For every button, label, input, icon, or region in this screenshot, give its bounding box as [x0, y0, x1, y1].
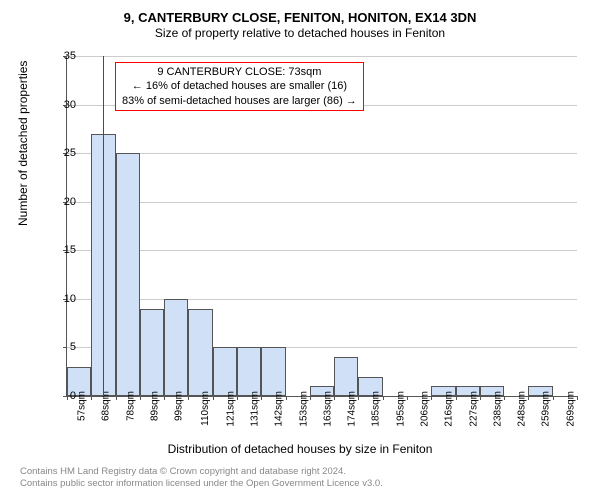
ytick-label: 20: [46, 196, 76, 208]
x-axis-label: Distribution of detached houses by size …: [8, 442, 592, 456]
reference-line: [103, 56, 104, 396]
xtick-label: 121sqm: [225, 391, 236, 427]
footer-line1: Contains HM Land Registry data © Crown c…: [20, 466, 383, 477]
chart-title-sub: Size of property relative to detached ho…: [8, 26, 592, 40]
xtick-mark: [383, 396, 384, 400]
xtick-mark: [334, 396, 335, 400]
y-axis-label: Number of detached properties: [16, 61, 30, 226]
xtick-mark: [577, 396, 578, 400]
histogram-bar: [116, 153, 140, 396]
xtick-label: 99sqm: [174, 391, 185, 421]
gridline: [67, 202, 577, 203]
annotation-line2: ← 16% of detached houses are smaller (16…: [122, 79, 357, 93]
xtick-label: 89sqm: [149, 391, 160, 421]
xtick-mark: [431, 396, 432, 400]
xtick-mark: [140, 396, 141, 400]
xtick-label: 259sqm: [541, 391, 552, 427]
gridline: [67, 299, 577, 300]
annotation-line3: 83% of semi-detached houses are larger (…: [122, 94, 357, 108]
annotation-box: 9 CANTERBURY CLOSE: 73sqm← 16% of detach…: [115, 62, 364, 111]
xtick-mark: [528, 396, 529, 400]
histogram-bar: [237, 347, 261, 396]
xtick-mark: [164, 396, 165, 400]
xtick-mark: [213, 396, 214, 400]
xtick-label: 206sqm: [419, 391, 430, 427]
xtick-mark: [261, 396, 262, 400]
property-size-chart: 9, CANTERBURY CLOSE, FENITON, HONITON, E…: [8, 8, 592, 492]
xtick-mark: [456, 396, 457, 400]
xtick-mark: [286, 396, 287, 400]
xtick-label: 238sqm: [492, 391, 503, 427]
histogram-bar: [164, 299, 188, 396]
xtick-label: 78sqm: [125, 391, 136, 421]
xtick-label: 174sqm: [346, 391, 357, 427]
xtick-label: 227sqm: [468, 391, 479, 427]
xtick-mark: [553, 396, 554, 400]
xtick-mark: [358, 396, 359, 400]
xtick-label: 110sqm: [200, 391, 211, 426]
histogram-bar: [261, 347, 285, 396]
xtick-mark: [310, 396, 311, 400]
xtick-label: 57sqm: [77, 391, 88, 421]
ytick-label: 5: [46, 341, 76, 353]
xtick-label: 142sqm: [274, 391, 285, 427]
xtick-label: 153sqm: [298, 391, 309, 427]
gridline: [67, 250, 577, 251]
histogram-bar: [213, 347, 237, 396]
footer-line2: Contains public sector information licen…: [20, 478, 383, 489]
xtick-mark: [480, 396, 481, 400]
footer-attribution: Contains HM Land Registry data © Crown c…: [20, 466, 383, 489]
xtick-label: 195sqm: [395, 391, 406, 427]
plot-area: 57sqm68sqm78sqm89sqm99sqm110sqm121sqm131…: [66, 56, 577, 397]
histogram-bar: [188, 309, 212, 396]
gridline: [67, 153, 577, 154]
xtick-mark: [504, 396, 505, 400]
ytick-label: 15: [46, 244, 76, 256]
xtick-label: 163sqm: [322, 391, 333, 427]
ytick-label: 25: [46, 147, 76, 159]
ytick-label: 35: [46, 50, 76, 62]
xtick-mark: [116, 396, 117, 400]
xtick-mark: [237, 396, 238, 400]
gridline: [67, 56, 577, 57]
xtick-mark: [407, 396, 408, 400]
xtick-label: 248sqm: [516, 391, 527, 427]
xtick-mark: [188, 396, 189, 400]
ytick-label: 0: [46, 390, 76, 402]
ytick-label: 30: [46, 99, 76, 111]
ytick-label: 10: [46, 293, 76, 305]
annotation-line1: 9 CANTERBURY CLOSE: 73sqm: [122, 65, 357, 79]
xtick-label: 185sqm: [371, 391, 382, 427]
xtick-mark: [91, 396, 92, 400]
histogram-bar: [140, 309, 164, 396]
xtick-label: 269sqm: [565, 391, 576, 427]
chart-title-main: 9, CANTERBURY CLOSE, FENITON, HONITON, E…: [8, 10, 592, 25]
xtick-label: 131sqm: [249, 391, 260, 427]
xtick-label: 216sqm: [444, 391, 455, 427]
